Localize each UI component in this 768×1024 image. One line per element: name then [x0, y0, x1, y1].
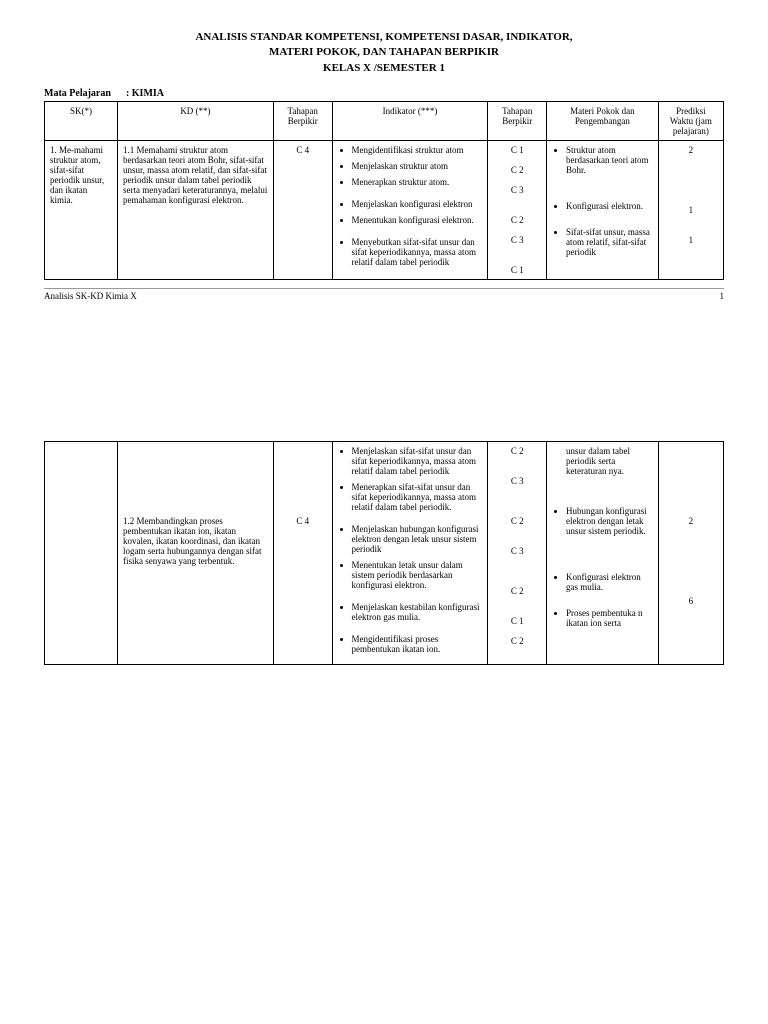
cell-sk: 1. Me-mahami struktur atom, sifat-sifat …: [45, 141, 118, 280]
tb2-value: C 2: [493, 516, 541, 526]
competency-table-1: SK(*) KD (**) Tahapan Berpikir Indikator…: [44, 101, 724, 280]
competency-table-2: 1.2 Membandingkan proses pembentukan ika…: [44, 441, 724, 665]
tb2-value: C 2: [493, 215, 541, 225]
page-1: ANALISIS STANDAR KOMPETENSI, KOMPETENSI …: [44, 30, 724, 301]
waktu-value: 2: [664, 516, 718, 526]
indikator-item: Menjelaskan kestabilan konfigurasi elekt…: [352, 602, 483, 622]
tb2-value: C 3: [493, 546, 541, 556]
header-tb1: Tahapan Berpikir: [273, 102, 332, 141]
subject-row: Mata Pelajaran : KIMIA: [44, 88, 724, 99]
tb2-value: C 2: [493, 165, 541, 175]
title-line-1: ANALISIS STANDAR KOMPETENSI, KOMPETENSI …: [195, 31, 572, 43]
header-kd: KD (**): [117, 102, 273, 141]
waktu-value: 1: [664, 205, 718, 215]
page-2: 1.2 Membandingkan proses pembentukan ika…: [44, 441, 724, 665]
title-line-3: KELAS X /SEMESTER 1: [323, 62, 445, 74]
kd-text: 1.2 Membandingkan proses pembentukan ika…: [123, 516, 261, 566]
indikator-item: Mengidentifikasi struktur atom: [352, 145, 483, 155]
table-row: 1.2 Membandingkan proses pembentukan ika…: [45, 442, 724, 665]
cell-waktu: 2 1 1: [658, 141, 723, 280]
cell-tb1: C 4: [273, 442, 332, 665]
tb2-value: C 3: [493, 476, 541, 486]
subject-value: : KIMIA: [126, 88, 164, 99]
indikator-item: Mengidentifikasi proses pembentukan ikat…: [352, 634, 483, 654]
footer-left: Analisis SK-KD Kimia X: [44, 291, 137, 301]
header-waktu: Prediksi Waktu (jam pelajaran): [658, 102, 723, 141]
cell-waktu: 2 6: [658, 442, 723, 665]
materi-item: Proses pembentuka n ikatan ion serta: [566, 608, 653, 628]
header-indikator: Indikator (***): [332, 102, 488, 141]
waktu-value: 1: [664, 235, 718, 245]
tb2-value: C 3: [493, 185, 541, 195]
indikator-item: Menjelaskan hubungan konfigurasi elektro…: [352, 524, 483, 554]
cell-tb1: C 4: [273, 141, 332, 280]
cell-indikator: Mengidentifikasi struktur atom Menjelask…: [332, 141, 488, 280]
cell-kd: 1.1 Memahami struktur atom berdasarkan t…: [117, 141, 273, 280]
cell-indikator: Menjelaskan sifat-sifat unsur dan sifat …: [332, 442, 488, 665]
cell-kd: 1.2 Membandingkan proses pembentukan ika…: [117, 442, 273, 665]
materi-item: Struktur atom berdasarkan teori atom Boh…: [566, 145, 653, 175]
tb1-value: C 4: [296, 516, 309, 526]
header-sk: SK(*): [45, 102, 118, 141]
materi-item: Hubungan konfigurasi elektron dengan let…: [566, 506, 653, 536]
document-title: ANALISIS STANDAR KOMPETENSI, KOMPETENSI …: [44, 30, 724, 76]
materi-item: Konfigurasi elektron gas mulia.: [566, 572, 653, 592]
tb2-value: C 2: [493, 586, 541, 596]
indikator-item: Menyebutkan sifat-sifat unsur dan sifat …: [352, 237, 483, 267]
footer-right: 1: [720, 291, 725, 301]
indikator-item: Menentukan letak unsur dalam sistem peri…: [352, 560, 483, 590]
subject-label: Mata Pelajaran: [44, 88, 111, 99]
indikator-item: Menerapkan sifat-sifat unsur dan sifat k…: [352, 482, 483, 512]
tb2-value: C 2: [493, 636, 541, 646]
tb2-value: C 1: [493, 145, 541, 155]
tb2-value: C 3: [493, 235, 541, 245]
tb2-value: C 2: [493, 446, 541, 456]
header-materi: Materi Pokok dan Pengembangan: [547, 102, 659, 141]
page-footer: Analisis SK-KD Kimia X 1: [44, 288, 724, 301]
materi-item: Konfigurasi elektron.: [566, 201, 653, 211]
table-header-row: SK(*) KD (**) Tahapan Berpikir Indikator…: [45, 102, 724, 141]
table-row: 1. Me-mahami struktur atom, sifat-sifat …: [45, 141, 724, 280]
header-tb2: Tahapan Berpikir: [488, 102, 547, 141]
indikator-item: Menjelaskan sifat-sifat unsur dan sifat …: [352, 446, 483, 476]
cell-tb2: C 2 C 3 C 2 C 3 C 2 C 1 C 2: [488, 442, 547, 665]
title-line-2: MATERI POKOK, DAN TAHAPAN BERPIKIR: [269, 46, 499, 58]
cell-materi: unsur dalam tabel periodik serta keterat…: [547, 442, 659, 665]
indikator-item: Menjelaskan struktur atom: [352, 161, 483, 171]
indikator-item: Menerapkan struktur atom.: [352, 177, 483, 187]
indikator-item: Menjelaskan konfigurasi elektron: [352, 199, 483, 209]
indikator-item: Menentukan konfigurasi elektron.: [352, 215, 483, 225]
materi-continuation: unsur dalam tabel periodik serta keterat…: [552, 446, 653, 476]
cell-materi: Struktur atom berdasarkan teori atom Boh…: [547, 141, 659, 280]
waktu-value: 6: [664, 596, 718, 606]
cell-tb2: C 1 C 2 C 3 C 2 C 3 C 1: [488, 141, 547, 280]
waktu-value: 2: [664, 145, 718, 155]
cell-sk-empty: [45, 442, 118, 665]
tb2-value: C 1: [493, 616, 541, 626]
materi-item: Sifat-sifat unsur, massa atom relatif, s…: [566, 227, 653, 257]
tb2-value: C 1: [493, 265, 541, 275]
